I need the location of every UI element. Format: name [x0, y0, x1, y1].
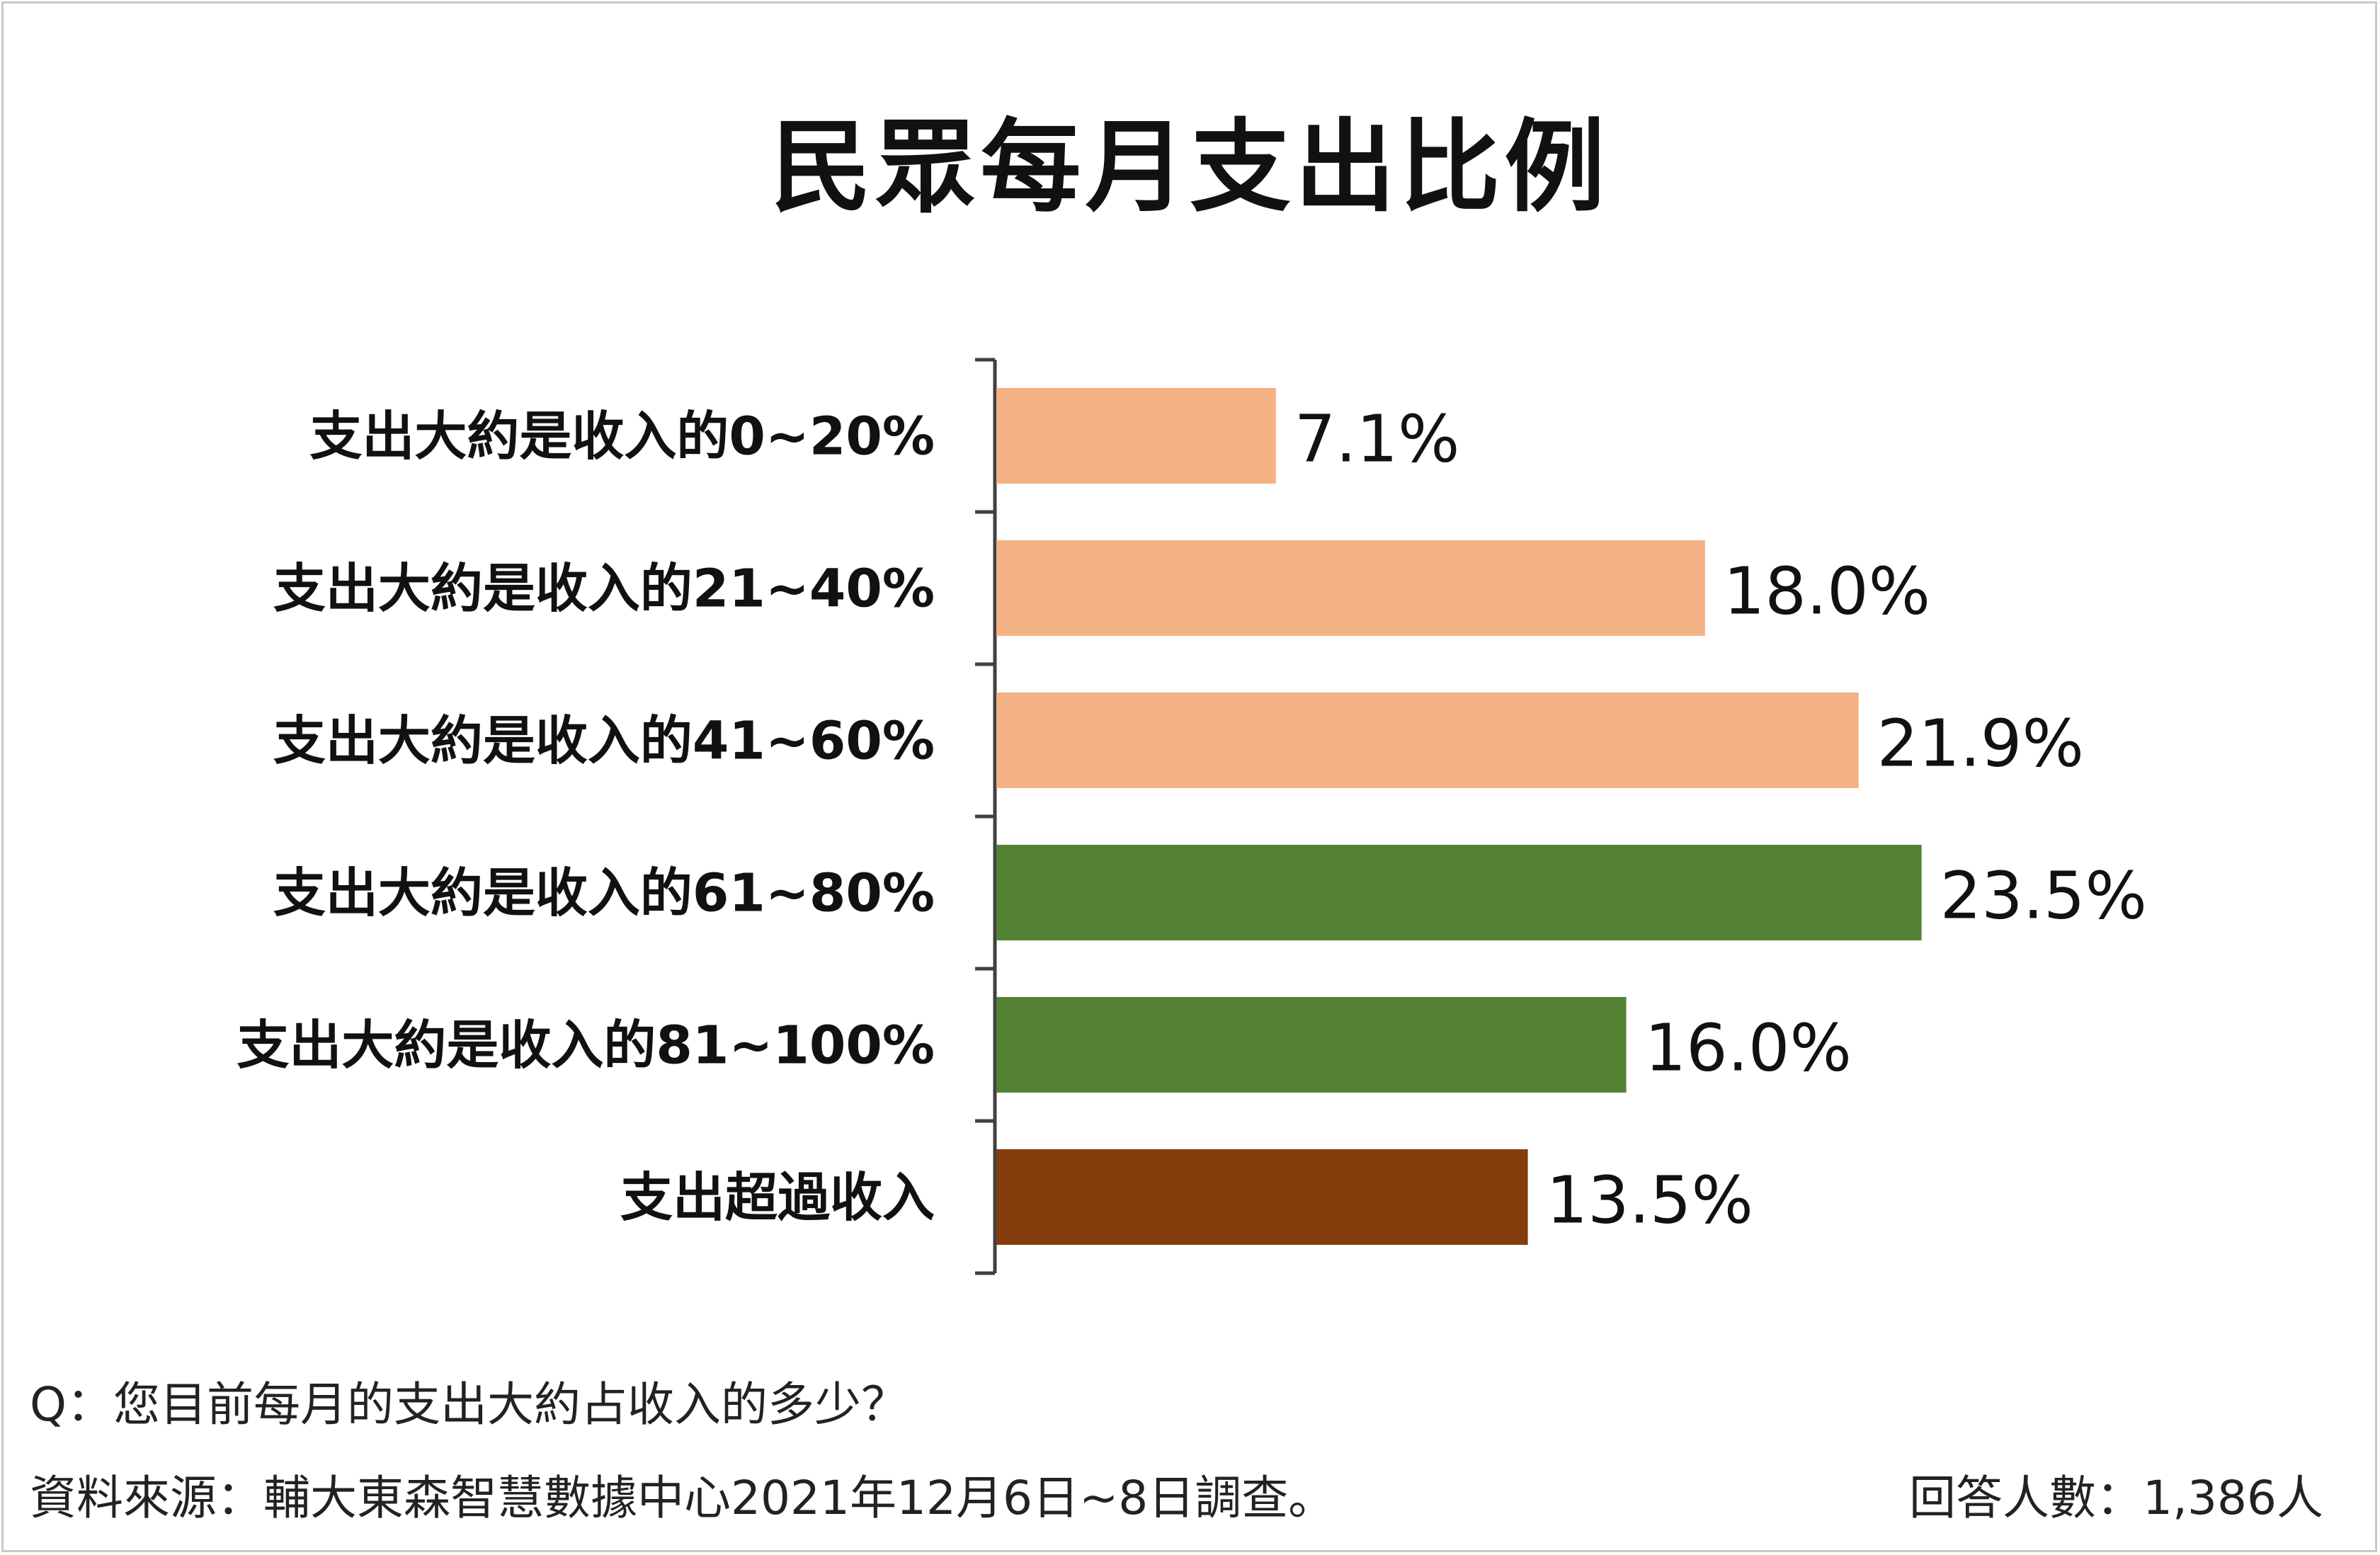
value-label: 7.1%	[1294, 401, 1460, 477]
value-label: 13.5%	[1547, 1163, 1753, 1238]
category-label: 支出大約是收入的81~100%	[237, 1015, 935, 1076]
value-label: 16.0%	[1645, 1010, 1852, 1086]
bar	[996, 693, 1859, 788]
bar	[996, 845, 1922, 940]
category-label: 支出大約是收入的41~60%	[273, 711, 935, 772]
respondent-count: 回答人數：1,386人	[1909, 1471, 2323, 1525]
category-label: 支出大約是收入的61~80%	[273, 863, 935, 924]
category-labels: 支出大約是收入的0~20% 支出大約是收入的21~40% 支出大約是收入的41~60…	[237, 406, 935, 1229]
bar	[996, 997, 1627, 1093]
bar	[996, 388, 1276, 484]
data-source: 資料來源：輔大東森智慧數據中心2021年12月6日~8日調查。	[30, 1471, 1336, 1525]
category-label: 支出超過收入	[620, 1168, 935, 1229]
chart-title: 民眾每月支出比例	[770, 109, 1610, 226]
value-label: 21.9%	[1877, 706, 2084, 782]
y-axis	[975, 358, 997, 1275]
value-labels: 7.1% 18.0% 21.9% 23.5% 16.0% 13.5%	[1294, 401, 2147, 1238]
value-label: 23.5%	[1940, 858, 2147, 934]
bar	[996, 1149, 1528, 1245]
value-label: 18.0%	[1724, 554, 1930, 630]
bar	[996, 540, 1705, 636]
survey-question: Q：您目前每月的支出大約占收入的多少？	[30, 1377, 908, 1432]
category-label: 支出大約是收入的0~20%	[309, 406, 935, 467]
category-label: 支出大約是收入的21~40%	[273, 559, 935, 620]
bars	[996, 388, 1922, 1245]
